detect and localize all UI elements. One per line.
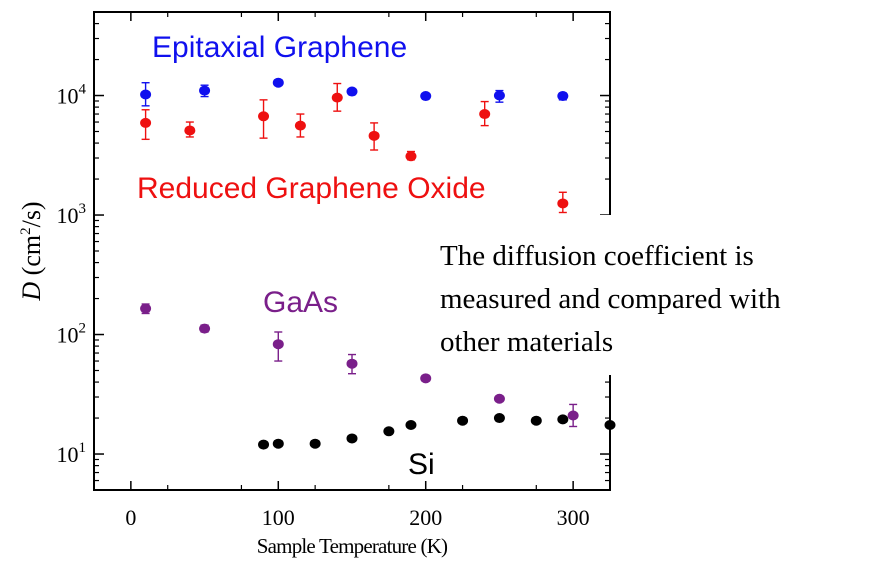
data-point — [346, 86, 358, 97]
annotation-si: Si — [408, 448, 435, 481]
data-point — [557, 414, 569, 425]
data-marks — [140, 77, 616, 450]
data-point — [479, 109, 491, 120]
data-point — [346, 358, 358, 369]
data-point — [493, 90, 505, 101]
data-point — [557, 91, 569, 102]
y-axis-label-unit-open: (cm — [17, 235, 46, 282]
data-point — [420, 91, 432, 102]
annotation-epitaxial-graphene: Epitaxial Graphene — [152, 31, 407, 64]
annotation-reduced-graphene-oxide: Reduced Graphene Oxide — [137, 172, 486, 205]
axis-ticks: 0 100 200 300 101 102 103 104 — [57, 11, 610, 530]
series-0 — [140, 77, 569, 107]
data-point — [567, 410, 579, 421]
data-point — [272, 77, 284, 88]
series-1 — [140, 82, 569, 214]
data-point — [140, 117, 152, 128]
data-point — [405, 419, 417, 430]
data-point — [557, 198, 569, 209]
x-tick-label: 200 — [409, 505, 442, 530]
data-point — [493, 393, 505, 404]
data-point — [199, 323, 211, 334]
data-point — [530, 415, 542, 426]
x-tick-label: 100 — [262, 505, 295, 530]
series-2 — [140, 303, 579, 428]
annotation-gaas: GaAs — [263, 286, 338, 319]
data-point — [140, 303, 152, 314]
data-point — [383, 426, 395, 437]
series-3 — [258, 413, 616, 450]
x-tick-label: 300 — [557, 505, 590, 530]
data-point — [368, 130, 380, 141]
y-axis-label: D (cm2/s) — [17, 201, 46, 301]
data-point — [140, 89, 152, 100]
note-line-2: measured and compared with — [440, 283, 781, 315]
note-box — [431, 215, 882, 375]
y-tick-label: 101 — [57, 440, 87, 467]
y-axis-label-unit-close: /s) — [17, 201, 46, 227]
data-point — [272, 339, 284, 350]
y-tick-label: 104 — [57, 82, 87, 109]
data-point — [184, 125, 196, 136]
data-point — [346, 433, 358, 444]
data-point — [309, 438, 321, 449]
x-tick-label: 0 — [125, 505, 136, 530]
data-point — [258, 439, 270, 450]
y-tick-label: 102 — [57, 321, 87, 348]
data-point — [493, 413, 505, 424]
data-point — [405, 151, 417, 162]
note-line-1: The diffusion coefficient is — [440, 240, 754, 272]
data-point — [294, 120, 306, 131]
data-point — [457, 415, 469, 426]
data-point — [272, 438, 284, 449]
data-point — [331, 92, 343, 103]
note-line-3: other materials — [440, 326, 613, 358]
x-axis-label: Sample Temperature (K) — [257, 534, 448, 558]
data-point — [199, 85, 211, 96]
data-point — [420, 373, 432, 384]
y-tick-label: 103 — [57, 201, 87, 228]
data-point — [258, 111, 270, 122]
y-axis-label-unit-sup: 2 — [18, 227, 34, 235]
y-axis-label-symbol: D — [17, 282, 46, 302]
